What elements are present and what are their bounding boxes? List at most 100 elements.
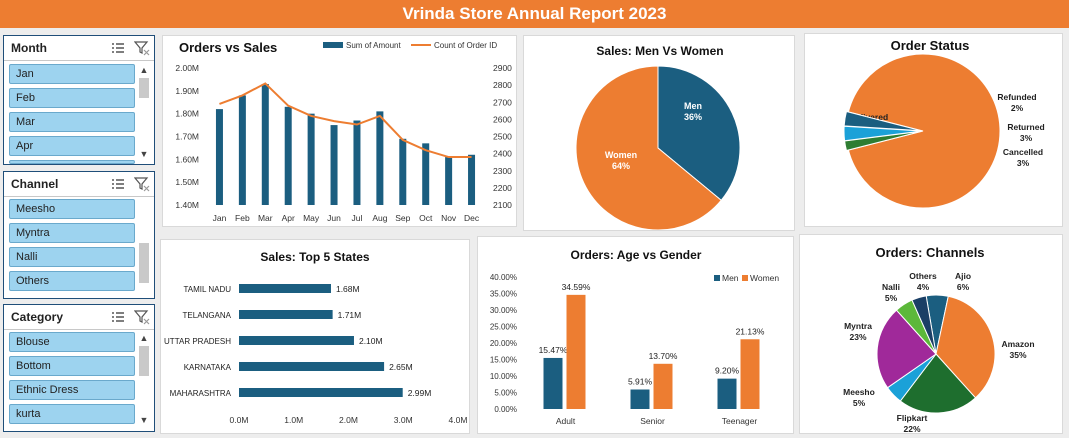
slicer-item-myntra[interactable]: Myntra (9, 223, 135, 243)
y-tick-label: 15.00% (490, 356, 517, 365)
x-tick-label: Sep (395, 213, 410, 223)
category-slicer[interactable]: Category Blouse Bottom Ethnic Dress kurt… (3, 304, 155, 432)
slicer-item-meesho[interactable]: Meesho (9, 199, 135, 219)
y2-tick-label: 2800 (493, 80, 512, 90)
scroll-up-icon[interactable]: ▲ (139, 333, 149, 343)
bar-sum-of-amount (238, 95, 246, 205)
legend-label: Men (722, 273, 739, 283)
pie-slice-men (657, 65, 741, 201)
scroll-thumb[interactable] (139, 78, 149, 98)
bar-women (740, 339, 760, 409)
slicer-item-mar[interactable]: Mar (9, 112, 135, 132)
data-label: 2.65M (389, 362, 413, 372)
pie-slice-cancelled (843, 110, 922, 132)
y2-tick-label: 2500 (493, 132, 512, 142)
bar-men (543, 357, 563, 409)
y-tick-label: 1.70M (175, 132, 199, 142)
pie-label-name: Women (605, 150, 637, 160)
pie-label-name: Meesho (843, 387, 875, 397)
pie-label-name: Myntra (844, 321, 872, 331)
order-status-chart: Order StatusDelivered92%Refunded2%Return… (843, 38, 1045, 209)
x-tick-label: 3.0M (394, 415, 413, 425)
y-tick-label: 25.00% (490, 323, 517, 332)
pie-label-value: 36% (684, 112, 702, 122)
pie-label-value: 64% (612, 161, 630, 171)
y-tick-label: 30.00% (490, 306, 517, 315)
data-label: 9.20% (715, 366, 740, 376)
orders-vs-sales-card: Orders vs Sales Sum of Amount Count of Ord… (162, 35, 517, 227)
top-5-states-card: Sales: Top 5 States TAMIL NADU 1.68M TELANG… (160, 239, 470, 434)
sales-men-women-card: Sales: Men Vs Women Men 36% Women 64% (523, 35, 795, 231)
slicer-item-kurta[interactable]: kurta (9, 404, 135, 424)
channel-slicer[interactable]: Channel Meesho Myntra Nalli Others (3, 171, 155, 299)
pie-label-value: 22% (903, 424, 920, 433)
slicer-item-apr[interactable]: Apr (9, 136, 135, 156)
age-vs-gender-card: Orders: Age vs Gender Men Women 0.00% 5.00% 1… (477, 236, 794, 434)
pie-label-name: Nalli (882, 282, 900, 292)
chart-title: Order Status (891, 38, 970, 53)
legend-swatch-men (714, 275, 720, 281)
scroll-thumb[interactable] (139, 243, 149, 283)
slicer-title: Category (11, 310, 64, 324)
data-label: 1.68M (336, 284, 360, 294)
scroll-thumb[interactable] (139, 346, 149, 376)
clear-filter-icon[interactable] (134, 40, 150, 56)
slicer-item-bottom[interactable]: Bottom (9, 356, 135, 376)
pie-slice-flipkart (899, 353, 977, 414)
pie-label-name: Cancelled (1003, 147, 1043, 157)
bar-sum-of-amount (261, 83, 269, 205)
clear-filter-icon[interactable] (134, 309, 150, 325)
slicer-item-partial[interactable] (9, 160, 135, 164)
y2-tick-label: 2600 (493, 114, 512, 124)
slicer-item-feb[interactable]: Feb (9, 88, 135, 108)
data-label: 2.99M (408, 388, 432, 398)
legend-swatch-women (742, 275, 748, 281)
chart-title: Orders: Age vs Gender (571, 248, 702, 262)
y2-tick-label: 2900 (493, 63, 512, 73)
pie-label-name: Others (909, 271, 937, 281)
multi-select-icon[interactable] (110, 40, 126, 56)
x-tick-label: Oct (419, 213, 433, 223)
scroll-down-icon[interactable]: ▼ (139, 415, 149, 425)
slicer-item-jan[interactable]: Jan (9, 64, 135, 84)
x-tick-label: Jan (213, 213, 227, 223)
chart-title: Orders vs Sales (179, 40, 277, 55)
slicer-scrollbar[interactable]: ▲ ▼ (138, 64, 150, 160)
pie-slice-others (911, 295, 937, 355)
pie-label-name: Ajio (955, 271, 971, 281)
multi-select-icon[interactable] (110, 309, 126, 325)
month-slicer[interactable]: Month Jan Feb Mar Apr ▲ ▼ (3, 35, 155, 165)
slicer-scrollbar[interactable] (138, 199, 150, 293)
pie-label-value: 2% (1011, 103, 1024, 113)
channels-card: Orders: Channels Ajio 6% Amazon 35% Flipkart 2… (799, 234, 1063, 434)
slicer-scrollbar[interactable]: ▲ ▼ (138, 332, 150, 426)
pie-label-name: Men (684, 101, 702, 111)
bar-sum-of-amount (376, 111, 384, 205)
bar-men (630, 389, 650, 409)
bar-women (566, 294, 586, 409)
slicer-header: Category (4, 305, 154, 330)
scroll-up-icon[interactable]: ▲ (139, 65, 149, 75)
slicer-item-nalli[interactable]: Nalli (9, 247, 135, 267)
pie-slice-women (575, 65, 722, 231)
slicer-header: Month (4, 36, 154, 61)
slicer-header: Channel (4, 172, 154, 197)
bar-sum-of-amount (399, 138, 407, 205)
category-label: TELANGANA (183, 311, 232, 320)
clear-filter-icon[interactable] (134, 176, 150, 192)
data-label: 21.13% (736, 326, 765, 336)
y2-tick-label: 2400 (493, 149, 512, 159)
bar-sum-of-amount (422, 143, 430, 205)
top-5-states-chart: Sales: Top 5 States TAMIL NADU 1.68M TELANG… (164, 250, 467, 425)
slicer-title: Channel (11, 177, 59, 191)
multi-select-icon[interactable] (110, 176, 126, 192)
scroll-down-icon[interactable]: ▼ (139, 149, 149, 159)
category-label: UTTAR PRADESH (164, 337, 231, 346)
bar-state (239, 388, 403, 397)
pie-label-value: 5% (853, 398, 866, 408)
slicer-item-blouse[interactable]: Blouse (9, 332, 135, 352)
y-tick-label: 5.00% (494, 389, 517, 398)
slicer-item-ethnic-dress[interactable]: Ethnic Dress (9, 380, 135, 400)
slicer-item-others[interactable]: Others (9, 271, 135, 291)
